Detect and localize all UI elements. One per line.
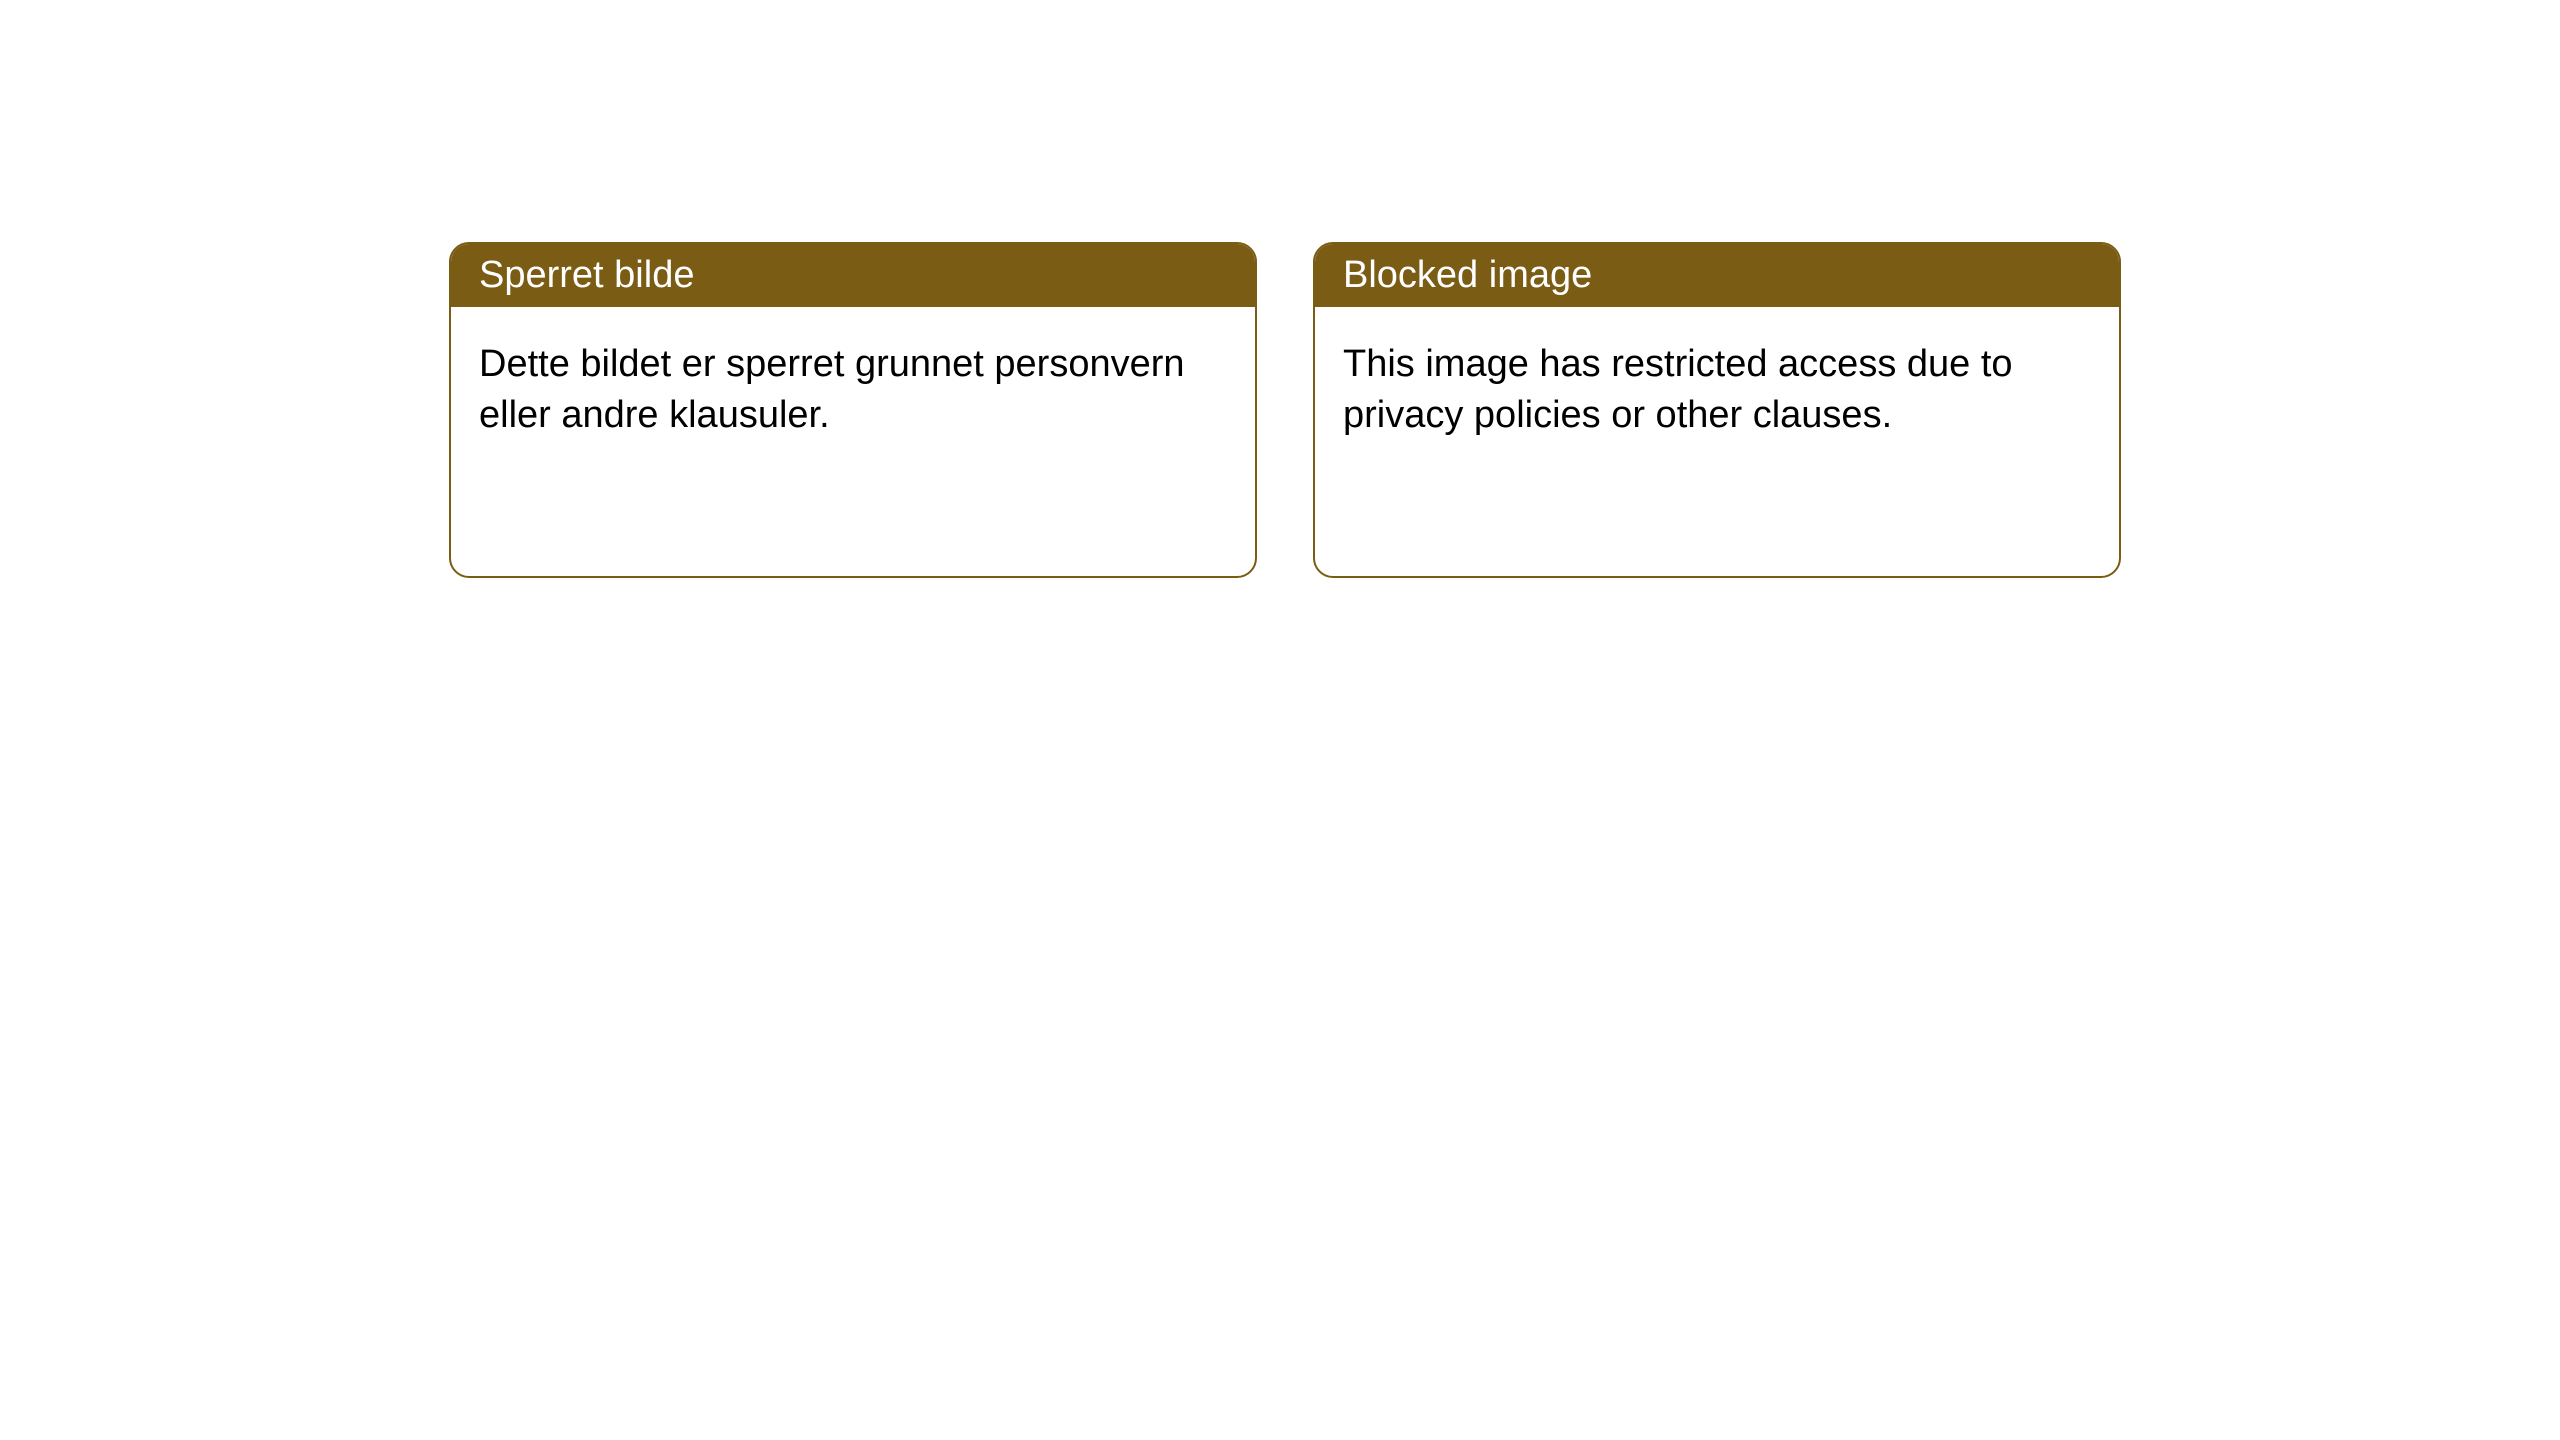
card-container: Sperret bilde Dette bildet er sperret gr… <box>0 0 2560 578</box>
card-body: Dette bildet er sperret grunnet personve… <box>451 307 1255 474</box>
card-header: Blocked image <box>1315 244 2119 307</box>
card-header: Sperret bilde <box>451 244 1255 307</box>
card-title: Sperret bilde <box>479 254 694 296</box>
card-message: Dette bildet er sperret grunnet personve… <box>479 343 1185 436</box>
card-body: This image has restricted access due to … <box>1315 307 2119 474</box>
card-title: Blocked image <box>1343 254 1592 296</box>
blocked-image-card-no: Sperret bilde Dette bildet er sperret gr… <box>449 242 1257 578</box>
card-message: This image has restricted access due to … <box>1343 343 2013 436</box>
blocked-image-card-en: Blocked image This image has restricted … <box>1313 242 2121 578</box>
